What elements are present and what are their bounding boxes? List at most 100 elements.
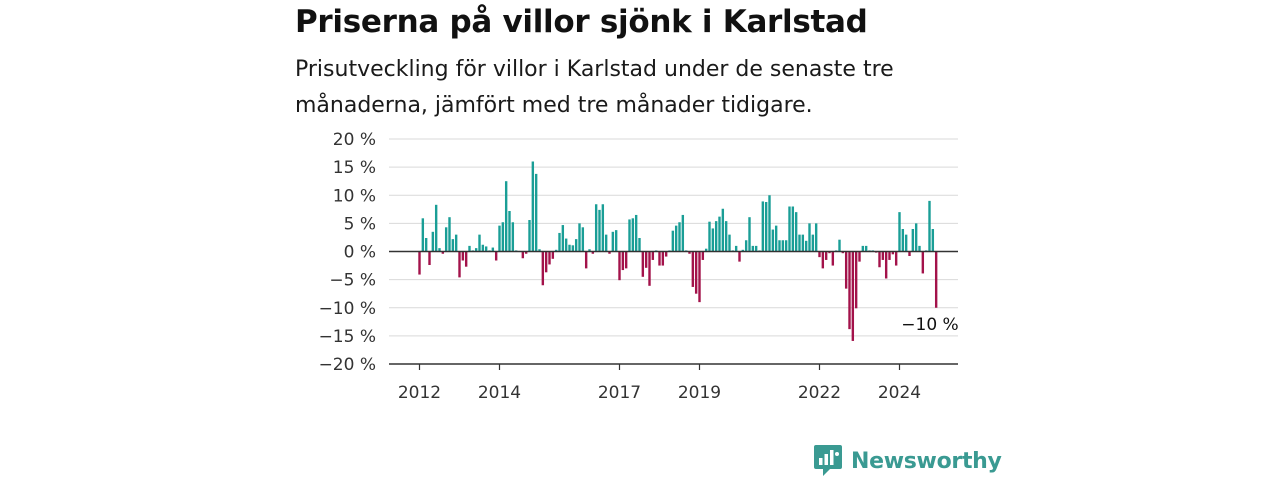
y-tick-label: −5 % xyxy=(329,271,376,291)
bar xyxy=(904,234,908,252)
bar xyxy=(738,251,741,262)
bar xyxy=(448,217,451,252)
bar xyxy=(431,231,435,252)
bar xyxy=(918,245,921,252)
bar xyxy=(864,245,868,252)
bar xyxy=(854,251,858,309)
bar xyxy=(651,251,655,260)
bar xyxy=(574,239,578,252)
bar xyxy=(718,216,721,252)
bar xyxy=(848,251,851,330)
bar xyxy=(701,251,705,260)
bar xyxy=(481,244,485,252)
bar xyxy=(704,248,708,252)
bar xyxy=(858,251,861,262)
bar xyxy=(538,249,541,252)
bar xyxy=(838,239,841,252)
bar xyxy=(491,247,495,252)
bar xyxy=(578,223,581,252)
bar xyxy=(548,251,551,265)
bar xyxy=(708,221,711,252)
bar xyxy=(681,214,685,252)
bar xyxy=(921,251,925,274)
bar xyxy=(774,225,778,252)
bar xyxy=(908,251,911,256)
bar xyxy=(768,195,771,252)
bar xyxy=(678,222,681,252)
bar xyxy=(821,251,825,269)
bar xyxy=(878,251,881,268)
bar xyxy=(571,245,575,252)
y-axis-tick-labels: 20 % 15 % 10 % 5 % 0 % −5 % −10 % −15 % −20 % xyxy=(319,130,376,375)
bar xyxy=(721,208,725,252)
y-tick-label: 15 % xyxy=(333,158,376,178)
newsworthy-brand: Newsworthy xyxy=(813,444,1002,478)
bar xyxy=(641,251,645,277)
bar xyxy=(788,206,791,252)
bar xyxy=(881,251,885,260)
bar xyxy=(441,251,445,254)
bar xyxy=(544,251,548,273)
bar xyxy=(621,251,625,271)
annotation-label: −10 % xyxy=(901,315,958,335)
bar xyxy=(891,251,895,255)
bar xyxy=(808,223,811,252)
bar xyxy=(601,204,605,252)
bar xyxy=(604,234,608,252)
bar xyxy=(508,211,511,252)
x-tick-label: 2022 xyxy=(798,383,841,403)
bar xyxy=(581,227,585,252)
bar xyxy=(631,218,635,252)
bar xyxy=(791,206,795,252)
bar xyxy=(554,249,558,252)
bar xyxy=(841,251,845,254)
bar xyxy=(644,251,648,268)
y-tick-label: −10 % xyxy=(319,299,376,319)
bar xyxy=(894,251,898,266)
bar xyxy=(561,225,565,252)
x-tick-label: 2014 xyxy=(478,383,521,403)
bar xyxy=(624,251,628,269)
y-tick-label: 0 % xyxy=(344,243,376,263)
bar xyxy=(851,251,855,341)
bar xyxy=(664,251,668,257)
y-tick-label: 10 % xyxy=(333,186,376,206)
bar xyxy=(628,219,631,252)
bar xyxy=(778,240,781,252)
bar xyxy=(671,230,675,252)
bar xyxy=(934,251,938,308)
bar xyxy=(751,245,755,252)
x-tick-label: 2017 xyxy=(598,383,641,403)
bar xyxy=(434,204,438,252)
bar xyxy=(898,212,901,252)
bar xyxy=(888,251,891,260)
bar xyxy=(458,251,461,278)
bar xyxy=(658,251,661,266)
bar xyxy=(498,225,501,252)
bar xyxy=(801,234,805,252)
bar xyxy=(478,234,481,252)
bar xyxy=(744,240,748,252)
bar xyxy=(461,251,465,261)
bar xyxy=(811,234,815,252)
bar xyxy=(754,245,758,252)
bar xyxy=(468,245,471,252)
bar xyxy=(734,245,738,252)
bar xyxy=(584,251,588,269)
bar xyxy=(914,223,918,252)
bar xyxy=(741,249,745,252)
bar xyxy=(884,251,888,279)
bar xyxy=(521,251,525,259)
price-change-bar-chart: 20 % 15 % 10 % 5 % 0 % −5 % −10 % −15 % −20 % 20… xyxy=(319,130,959,403)
bar xyxy=(804,240,808,252)
bar xyxy=(798,234,801,252)
bar xyxy=(534,173,538,252)
bar xyxy=(531,161,535,252)
bar xyxy=(724,221,728,252)
bar xyxy=(464,251,468,267)
axes xyxy=(389,250,958,365)
bar xyxy=(444,227,448,252)
bar xyxy=(781,240,785,252)
bar xyxy=(911,229,915,252)
bar xyxy=(694,251,698,294)
